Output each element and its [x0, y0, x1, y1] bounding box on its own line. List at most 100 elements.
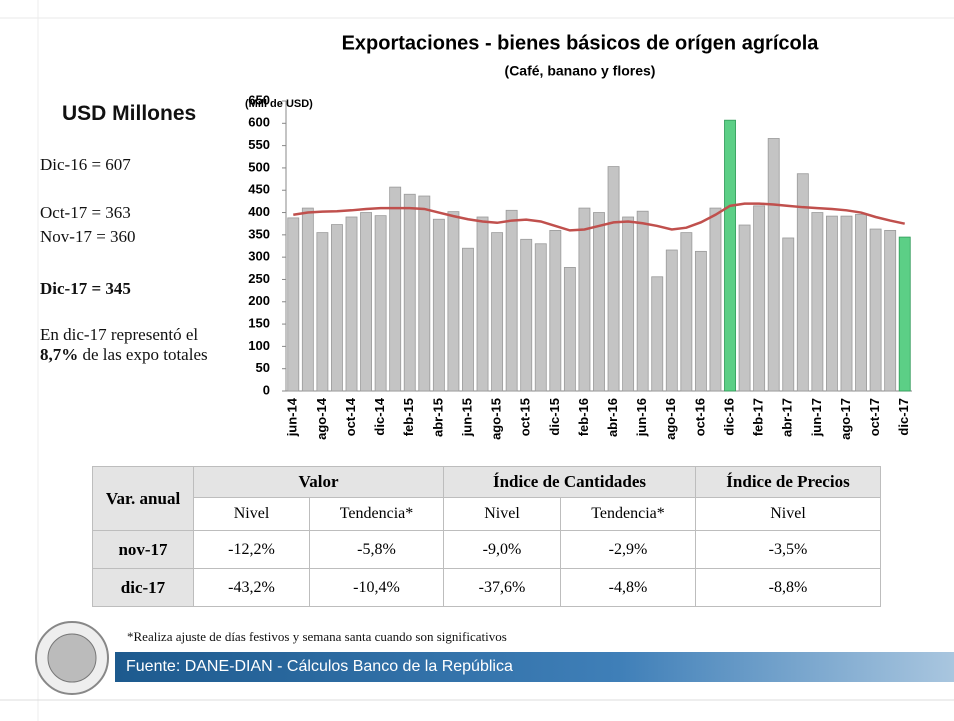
footnote: *Realiza ajuste de días festivos y seman… — [127, 629, 507, 644]
bar — [534, 243, 547, 392]
bar — [782, 237, 795, 392]
summary-table: Var. anual Valor Índice de Cantidades Ín… — [92, 466, 881, 607]
bar — [316, 232, 329, 392]
bar — [694, 250, 707, 392]
bar — [476, 216, 489, 392]
cell: -37,6% — [443, 568, 561, 607]
chart-title: Exportaciones - bienes básicos de orígen… — [342, 32, 820, 54]
x-tick-label: feb-15 — [401, 398, 416, 436]
bar — [432, 218, 445, 392]
table-group: Índice de Cantidades — [443, 466, 696, 498]
x-tick-label: abr-15 — [430, 398, 445, 437]
cell: -10,4% — [309, 568, 444, 607]
x-tick-label: feb-17 — [751, 398, 766, 436]
table-subheader: Nivel — [443, 497, 561, 531]
sidebar-line: Oct-17 = 363 — [40, 203, 131, 222]
row-label: nov-17 — [92, 530, 194, 569]
bar — [811, 212, 824, 392]
sidebar-line: Dic-16 = 607 — [40, 155, 131, 174]
bar — [709, 207, 722, 392]
bar — [840, 215, 853, 392]
logo-face — [47, 633, 97, 683]
bar — [753, 205, 766, 392]
bar — [767, 138, 780, 392]
x-tick-label: dic-17 — [896, 398, 911, 436]
x-tick-label: oct-15 — [518, 398, 533, 436]
x-tick-label: jun-15 — [459, 398, 474, 437]
x-tick-label: ago-15 — [489, 398, 504, 440]
cell: -2,9% — [560, 530, 696, 569]
bar — [796, 173, 809, 392]
bar — [331, 224, 343, 392]
y-tick-label: 150 — [248, 316, 270, 331]
x-tick-label: jun-17 — [809, 398, 824, 437]
x-tick-label: dic-14 — [372, 397, 387, 435]
x-tick-label: oct-14 — [343, 397, 358, 436]
y-tick-label: 200 — [248, 293, 270, 308]
note-text: En dic-17 representó el — [40, 325, 199, 344]
table-subheader: Nivel — [695, 497, 881, 531]
bar — [491, 232, 504, 392]
y-tick-label: 250 — [248, 271, 270, 286]
cell: -4,8% — [560, 568, 696, 607]
bar — [898, 236, 911, 392]
x-tick-label: abr-16 — [605, 398, 620, 437]
bar — [607, 166, 620, 392]
x-tick-label: ago-17 — [838, 398, 853, 440]
table-group: Índice de Precios — [695, 466, 881, 498]
x-tick-label: oct-17 — [867, 398, 882, 436]
bar — [884, 229, 897, 392]
bar — [287, 217, 300, 392]
note-value: 8,7% — [40, 345, 79, 364]
sidebar-note: En dic-17 representó el 8,7% de las expo… — [40, 325, 208, 365]
cell: -12,2% — [193, 530, 310, 569]
y-tick-label: 500 — [248, 159, 270, 174]
y-axis-label: (Mill de USD) — [245, 98, 313, 110]
y-tick-label: 450 — [248, 182, 270, 197]
bar — [869, 228, 882, 392]
cell: -5,8% — [309, 530, 444, 569]
source-bar: Fuente: DANE-DIAN - Cálculos Banco de la… — [115, 652, 954, 682]
trend-line — [293, 202, 905, 232]
bar — [462, 247, 474, 392]
y-tick-label: 0 — [263, 382, 270, 397]
bar — [360, 212, 373, 392]
x-tick-label: jun-16 — [634, 398, 649, 437]
bar — [301, 207, 314, 392]
y-tick-label: 650 — [248, 92, 270, 107]
bar — [665, 249, 678, 392]
sidebar-line: Nov-17 = 360 — [40, 227, 136, 246]
bar — [389, 186, 402, 392]
bar — [520, 238, 533, 392]
note-text: de las expo totales — [78, 345, 208, 364]
bar — [563, 267, 576, 392]
x-tick-label: dic-16 — [721, 398, 736, 436]
y-tick-label: 50 — [256, 360, 270, 375]
bar — [680, 232, 693, 392]
cell: -43,2% — [193, 568, 310, 607]
table-subheader: Tendencia* — [560, 497, 696, 531]
x-tick-label: ago-16 — [663, 398, 678, 440]
bar — [418, 195, 431, 392]
bar — [578, 207, 591, 392]
bar — [622, 216, 635, 392]
table-group: Valor — [193, 466, 444, 498]
x-tick-label: oct-16 — [692, 398, 707, 436]
chart-subtitle: (Café, banano y flores) — [505, 63, 656, 79]
y-tick-label: 100 — [248, 338, 270, 353]
sidebar-line: Dic-17 = 345 — [40, 279, 131, 298]
cell: -3,5% — [695, 530, 881, 569]
bar — [505, 209, 518, 392]
bar — [825, 215, 838, 392]
cell: -8,8% — [695, 568, 881, 607]
bar — [724, 119, 736, 392]
x-tick-label: jun-14 — [285, 397, 300, 437]
bar — [636, 210, 649, 392]
y-tick-label: 350 — [248, 226, 270, 241]
y-tick-label: 550 — [248, 137, 270, 152]
bar — [403, 193, 416, 392]
x-tick-label: dic-15 — [547, 398, 562, 436]
y-tick-label: 600 — [248, 115, 270, 130]
